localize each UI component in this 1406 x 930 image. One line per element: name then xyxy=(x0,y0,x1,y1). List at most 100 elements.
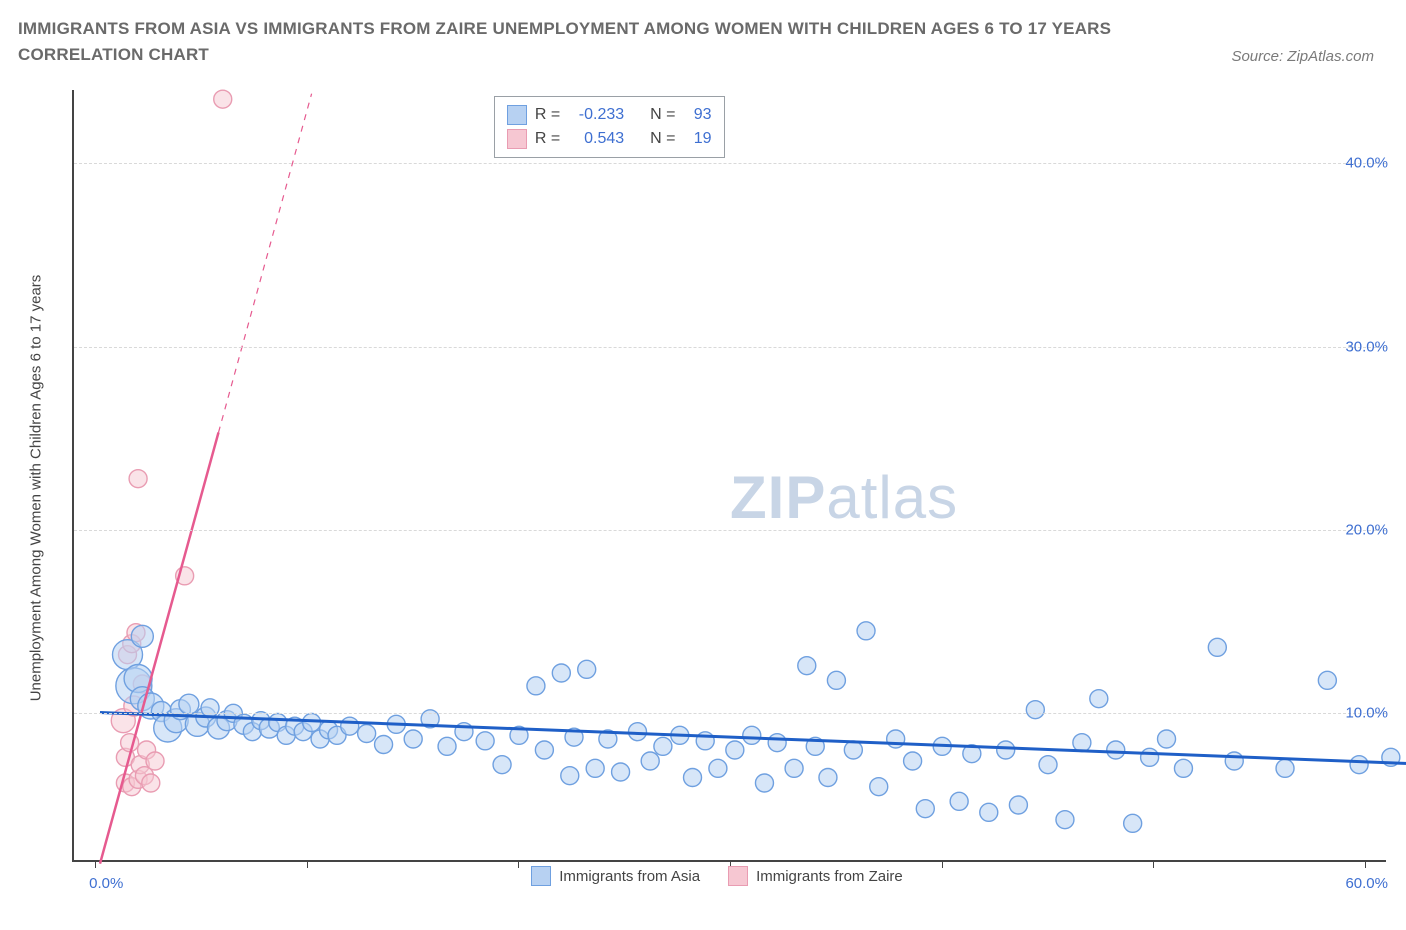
asia-point xyxy=(1158,730,1176,748)
asia-point xyxy=(827,671,845,689)
series-legend-label: Immigrants from Zaire xyxy=(756,868,903,885)
series-legend: Immigrants from Asia Immigrants from Zair… xyxy=(531,866,903,886)
asia-point xyxy=(755,774,773,792)
asia-point xyxy=(476,732,494,750)
series-legend-item: Immigrants from Asia xyxy=(531,866,700,886)
n-value: 19 xyxy=(684,130,712,148)
asia-point xyxy=(586,759,604,777)
zaire-point xyxy=(129,470,147,488)
asia-point xyxy=(375,736,393,754)
asia-point xyxy=(341,717,359,735)
x-tick xyxy=(518,860,519,868)
zaire-point xyxy=(142,774,160,792)
asia-point xyxy=(768,734,786,752)
r-value: -0.233 xyxy=(568,106,624,124)
asia-point xyxy=(654,737,672,755)
legend-swatch xyxy=(531,866,551,886)
x-tick xyxy=(307,860,308,868)
asia-point xyxy=(1208,638,1226,656)
asia-point xyxy=(612,763,630,781)
asia-point xyxy=(1090,690,1108,708)
x-tick xyxy=(95,860,96,868)
gridline xyxy=(74,530,1386,531)
asia-point xyxy=(1073,734,1091,752)
chart-title: IMMIGRANTS FROM ASIA VS IMMIGRANTS FROM … xyxy=(18,16,1111,69)
y-tick-label: 10.0% xyxy=(1345,705,1388,722)
asia-point xyxy=(1009,796,1027,814)
asia-point xyxy=(1124,814,1142,832)
asia-point xyxy=(578,660,596,678)
r-label: R = xyxy=(535,130,560,148)
asia-point xyxy=(561,767,579,785)
source-label: Source: ZipAtlas.com xyxy=(1231,48,1374,65)
gridline xyxy=(74,347,1386,348)
asia-point xyxy=(844,741,862,759)
asia-point xyxy=(1039,756,1057,774)
asia-point xyxy=(997,741,1015,759)
y-tick-label: 40.0% xyxy=(1345,155,1388,172)
asia-point xyxy=(131,625,153,647)
stats-legend-row: R = 0.543 N = 19 xyxy=(507,127,712,151)
asia-point xyxy=(950,792,968,810)
asia-point xyxy=(438,737,456,755)
asia-point xyxy=(709,759,727,777)
x-tick xyxy=(942,860,943,868)
asia-point xyxy=(785,759,803,777)
asia-point xyxy=(904,752,922,770)
y-axis-title: Unemployment Among Women with Children A… xyxy=(28,274,45,701)
legend-swatch xyxy=(507,105,527,125)
asia-point xyxy=(819,769,837,787)
n-label: N = xyxy=(650,106,675,124)
plot-wrap: Unemployment Among Women with Children A… xyxy=(46,90,1384,885)
chart-svg xyxy=(100,90,1406,860)
asia-point xyxy=(358,725,376,743)
x-tick xyxy=(1153,860,1154,868)
series-legend-label: Immigrants from Asia xyxy=(559,868,700,885)
zaire-trendline-dashed xyxy=(219,94,312,433)
gridline xyxy=(74,713,1386,714)
asia-point xyxy=(857,622,875,640)
asia-point xyxy=(641,752,659,770)
chart-title-line1: IMMIGRANTS FROM ASIA VS IMMIGRANTS FROM … xyxy=(18,16,1111,42)
asia-point xyxy=(726,741,744,759)
asia-point xyxy=(527,677,545,695)
plot-area: ZIPatlas R =-0.233N =93R = 0.543N =19 10… xyxy=(72,90,1386,862)
asia-point xyxy=(887,730,905,748)
r-value: 0.543 xyxy=(568,130,624,148)
stats-legend-row: R =-0.233N =93 xyxy=(507,103,712,127)
asia-point xyxy=(1350,756,1368,774)
chart-title-line2: CORRELATION CHART xyxy=(18,42,1111,68)
asia-point xyxy=(1318,671,1336,689)
asia-point xyxy=(552,664,570,682)
zaire-point xyxy=(146,752,164,770)
asia-point xyxy=(1056,811,1074,829)
legend-swatch xyxy=(507,129,527,149)
asia-point xyxy=(535,741,553,759)
zaire-point xyxy=(214,90,232,108)
asia-point xyxy=(404,730,422,748)
asia-point xyxy=(1174,759,1192,777)
asia-point xyxy=(1141,748,1159,766)
asia-point xyxy=(1276,759,1294,777)
series-legend-item: Immigrants from Zaire xyxy=(728,866,903,886)
y-tick-label: 30.0% xyxy=(1345,338,1388,355)
r-label: R = xyxy=(535,106,560,124)
gridline xyxy=(74,163,1386,164)
asia-point xyxy=(179,694,199,714)
n-label: N = xyxy=(650,130,675,148)
asia-point xyxy=(980,803,998,821)
y-tick-label: 20.0% xyxy=(1345,522,1388,539)
x-last-label: 60.0% xyxy=(1345,875,1388,892)
x-first-label: 0.0% xyxy=(89,875,123,892)
legend-swatch xyxy=(728,866,748,886)
asia-point xyxy=(1225,752,1243,770)
asia-point xyxy=(743,726,761,744)
asia-point xyxy=(870,778,888,796)
asia-point xyxy=(628,723,646,741)
asia-point xyxy=(798,657,816,675)
asia-point xyxy=(684,769,702,787)
asia-point xyxy=(916,800,934,818)
asia-point xyxy=(1107,741,1125,759)
asia-point xyxy=(1026,701,1044,719)
x-tick xyxy=(1365,860,1366,868)
